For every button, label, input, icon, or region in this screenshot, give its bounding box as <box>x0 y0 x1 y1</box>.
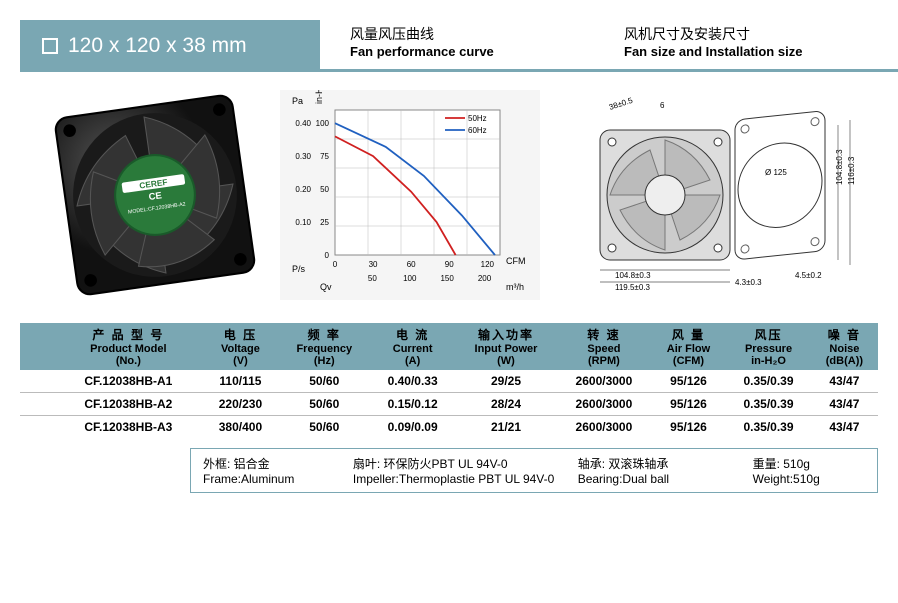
svg-text:CE: CE <box>148 190 163 203</box>
svg-text:50: 50 <box>368 274 377 283</box>
material-footer: 外框: 铝合金Frame:Aluminum 扇叶: 环保防火PBT UL 94V… <box>20 448 878 493</box>
svg-text:100: 100 <box>316 119 330 128</box>
svg-text:75: 75 <box>320 152 329 161</box>
table-row: CF.12038HB-A2220/23050/600.15/0.1228/242… <box>20 393 878 416</box>
svg-text:Qv: Qv <box>320 282 332 292</box>
table-row: CF.12038HB-A1110/11550/600.40/0.3329/252… <box>20 370 878 393</box>
svg-text:104.8±0.3: 104.8±0.3 <box>835 149 844 185</box>
svg-text:0.30: 0.30 <box>295 152 311 161</box>
svg-text:150: 150 <box>440 274 454 283</box>
svg-text:25: 25 <box>320 218 329 227</box>
dimensions-drawing: 38±0.5 6 Ø 125 104.8±0.3 116±0.3 104.8±0… <box>560 90 860 305</box>
performance-chart: Pa in-H2O 0 25 50 75 100 0.10 0.20 0.30 0.40 0 30 6… <box>280 90 540 305</box>
svg-text:100: 100 <box>403 274 417 283</box>
svg-text:200: 200 <box>478 274 492 283</box>
svg-text:104.8±0.3: 104.8±0.3 <box>615 271 651 280</box>
svg-text:50Hz: 50Hz <box>468 114 487 123</box>
impeller-spec: 扇叶: 环保防火PBT UL 94V-0Impeller:Thermoplast… <box>353 455 578 486</box>
svg-text:0.10: 0.10 <box>295 218 311 227</box>
svg-text:116±0.3: 116±0.3 <box>847 156 856 185</box>
size-badge: 120 x 120 x 38 mm <box>20 20 320 72</box>
svg-text:120: 120 <box>481 260 495 269</box>
fan-photo: CEREF CE MODEL:CF.12038HB-A2 <box>50 90 260 300</box>
svg-text:60: 60 <box>407 260 416 269</box>
curve-label: 风量风压曲线 Fan performance curve <box>350 24 624 67</box>
size-text: 120 x 120 x 38 mm <box>68 34 247 58</box>
dims-label: 风机尺寸及安装尺寸 Fan size and Installation size <box>624 24 898 67</box>
svg-text:Ø 125: Ø 125 <box>765 168 787 177</box>
svg-text:0: 0 <box>325 251 330 260</box>
svg-text:P/s: P/s <box>292 264 306 274</box>
svg-text:4.5±0.2: 4.5±0.2 <box>795 271 822 280</box>
svg-text:m³/h: m³/h <box>506 282 524 292</box>
header: 120 x 120 x 38 mm 风量风压曲线 Fan performance… <box>20 20 898 72</box>
content-row: CEREF CE MODEL:CF.12038HB-A2 Pa in-H2O 0… <box>50 90 878 305</box>
table-row: CF.12038HB-A3380/40050/600.09/0.0921/212… <box>20 416 878 439</box>
svg-text:38±0.5: 38±0.5 <box>608 96 635 112</box>
svg-text:30: 30 <box>369 260 378 269</box>
header-labels: 风量风压曲线 Fan performance curve 风机尺寸及安装尺寸 F… <box>320 20 898 72</box>
svg-text:119.5±0.3: 119.5±0.3 <box>615 283 650 292</box>
svg-text:4.3±0.3: 4.3±0.3 <box>735 278 762 287</box>
square-icon <box>42 38 58 54</box>
svg-text:6: 6 <box>660 101 665 110</box>
svg-text:in-H2O: in-H2O <box>314 90 324 104</box>
svg-text:50: 50 <box>320 185 329 194</box>
weight-spec: 重量: 510gWeight:510g <box>753 455 865 486</box>
svg-text:0.40: 0.40 <box>295 119 311 128</box>
bearing-spec: 轴承: 双滚珠轴承Bearing:Dual ball <box>578 455 753 486</box>
spec-table: 产 品 型 号Product Model(No.)电 压Voltage(V)频 … <box>20 323 878 438</box>
svg-text:0: 0 <box>333 260 338 269</box>
frame-spec: 外框: 铝合金Frame:Aluminum <box>203 455 353 486</box>
svg-text:90: 90 <box>445 260 454 269</box>
svg-text:0.20: 0.20 <box>295 185 311 194</box>
svg-text:CFM: CFM <box>506 256 526 266</box>
svg-text:60Hz: 60Hz <box>468 126 487 135</box>
svg-text:Pa: Pa <box>292 96 303 106</box>
